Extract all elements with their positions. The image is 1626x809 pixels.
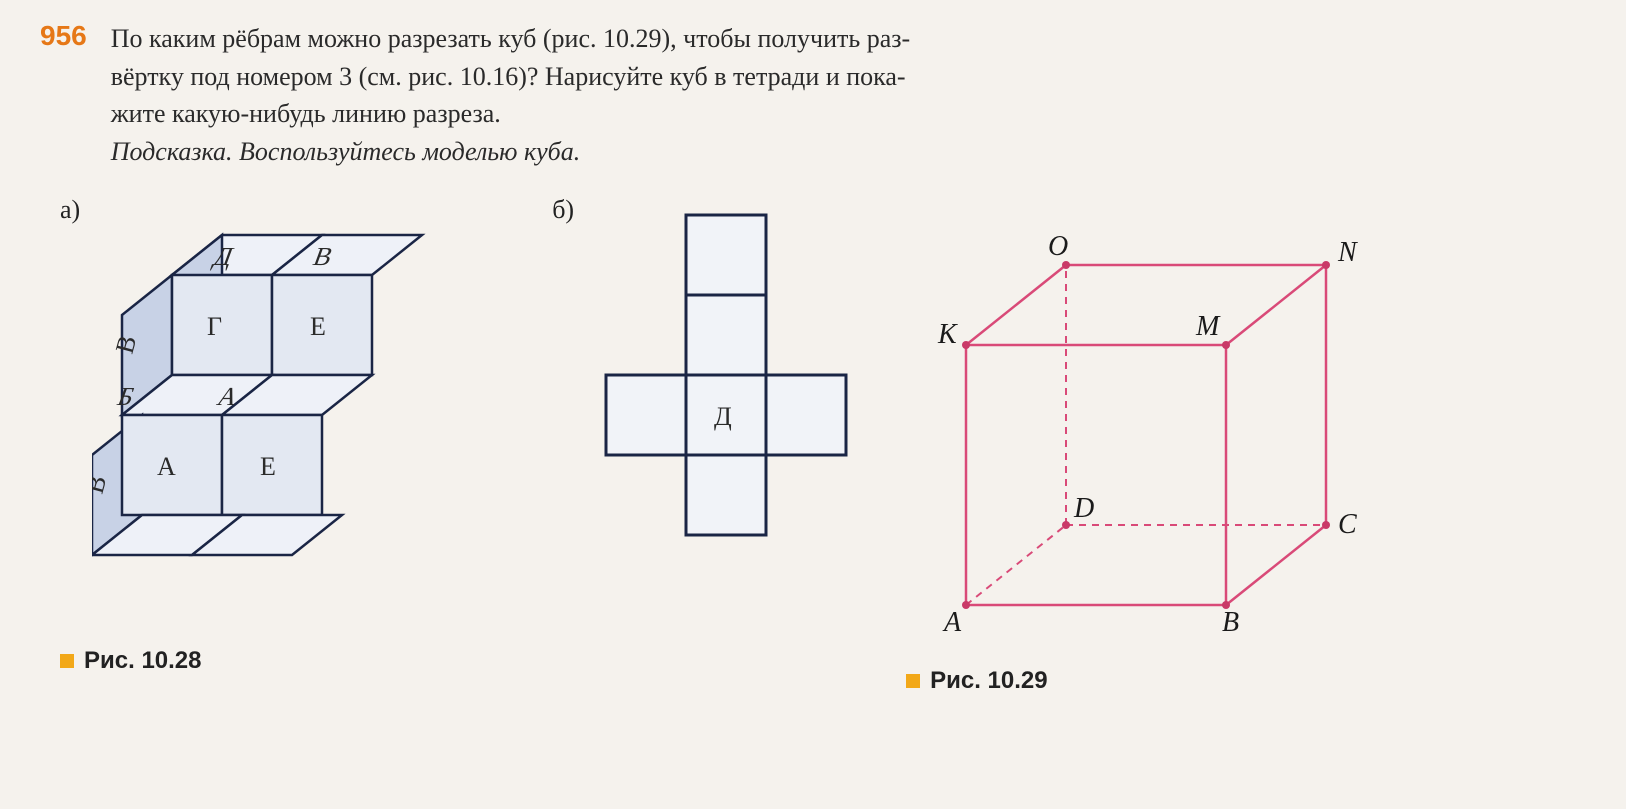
label-M: M bbox=[1195, 311, 1221, 342]
problem-text: По каким рёбрам можно разрезать куб (рис… bbox=[111, 20, 1586, 171]
part-a-label: а) bbox=[60, 195, 80, 225]
letter-e-lower: Е bbox=[260, 452, 276, 481]
label-B: B bbox=[1222, 607, 1239, 638]
problem-header: 956 По каким рёбрам можно разрезать куб … bbox=[40, 20, 1586, 171]
label-K: K bbox=[937, 319, 958, 350]
fig-label-right-text: Рис. 10.29 bbox=[930, 667, 1048, 695]
vertex-K bbox=[962, 341, 970, 349]
figure-a-column: а) bbox=[60, 195, 512, 675]
hint-label: Подсказка. bbox=[111, 137, 233, 166]
problem-line1: По каким рёбрам можно разрезать куб (рис… bbox=[111, 24, 910, 53]
letter-e-mid: Е bbox=[310, 312, 326, 341]
label-O: O bbox=[1048, 231, 1068, 262]
fig-label-left-text: Рис. 10.28 bbox=[84, 647, 202, 675]
vertex-D bbox=[1062, 521, 1070, 529]
cube-svg: A B C D K M N O bbox=[906, 195, 1406, 655]
hint-text: Воспользуйтесь моделью куба. bbox=[233, 137, 581, 166]
figure-cube-column: A B C D K M N O Рис. 10.29 bbox=[906, 195, 1406, 695]
net-cell-6 bbox=[686, 455, 766, 535]
orange-square-icon-2 bbox=[906, 674, 920, 688]
vertex-C bbox=[1322, 521, 1330, 529]
label-D: D bbox=[1073, 493, 1094, 524]
iso-cubes-svg: Д В Г Е Б А В В А Е bbox=[92, 195, 512, 635]
problem-line3: жите какую-нибудь линию разреза. bbox=[111, 99, 501, 128]
edge-BC bbox=[1226, 525, 1326, 605]
net-cell-3 bbox=[606, 375, 686, 455]
edge-AD bbox=[966, 525, 1066, 605]
letter-g: Г bbox=[207, 312, 222, 341]
vertex-O bbox=[1062, 261, 1070, 269]
problem-line2: вёртку под номером 3 (см. рис. 10.16)? Н… bbox=[111, 62, 906, 91]
part-b-label: б) bbox=[552, 195, 574, 225]
figure-b-column: б) Д bbox=[552, 195, 866, 635]
net-letter-d: Д bbox=[714, 402, 732, 431]
orange-square-icon bbox=[60, 654, 74, 668]
vertex-A bbox=[962, 601, 970, 609]
vertex-N bbox=[1322, 261, 1330, 269]
figure-a: а) bbox=[60, 195, 512, 635]
label-A: A bbox=[942, 607, 962, 638]
net-svg: Д bbox=[586, 195, 866, 635]
net-cell-1 bbox=[686, 215, 766, 295]
label-C: C bbox=[1338, 509, 1357, 540]
figures-row: а) bbox=[40, 195, 1586, 695]
vertex-M bbox=[1222, 341, 1230, 349]
edge-KO bbox=[966, 265, 1066, 345]
figure-b: б) Д bbox=[552, 195, 866, 635]
letter-a-lower: А bbox=[157, 452, 176, 481]
fig-label-left: Рис. 10.28 bbox=[60, 647, 202, 675]
edge-MN bbox=[1226, 265, 1326, 345]
fig-label-right: Рис. 10.29 bbox=[906, 667, 1048, 695]
label-N: N bbox=[1337, 237, 1358, 268]
net-cell-5 bbox=[766, 375, 846, 455]
problem-number: 956 bbox=[40, 20, 87, 52]
net-cell-2 bbox=[686, 295, 766, 375]
